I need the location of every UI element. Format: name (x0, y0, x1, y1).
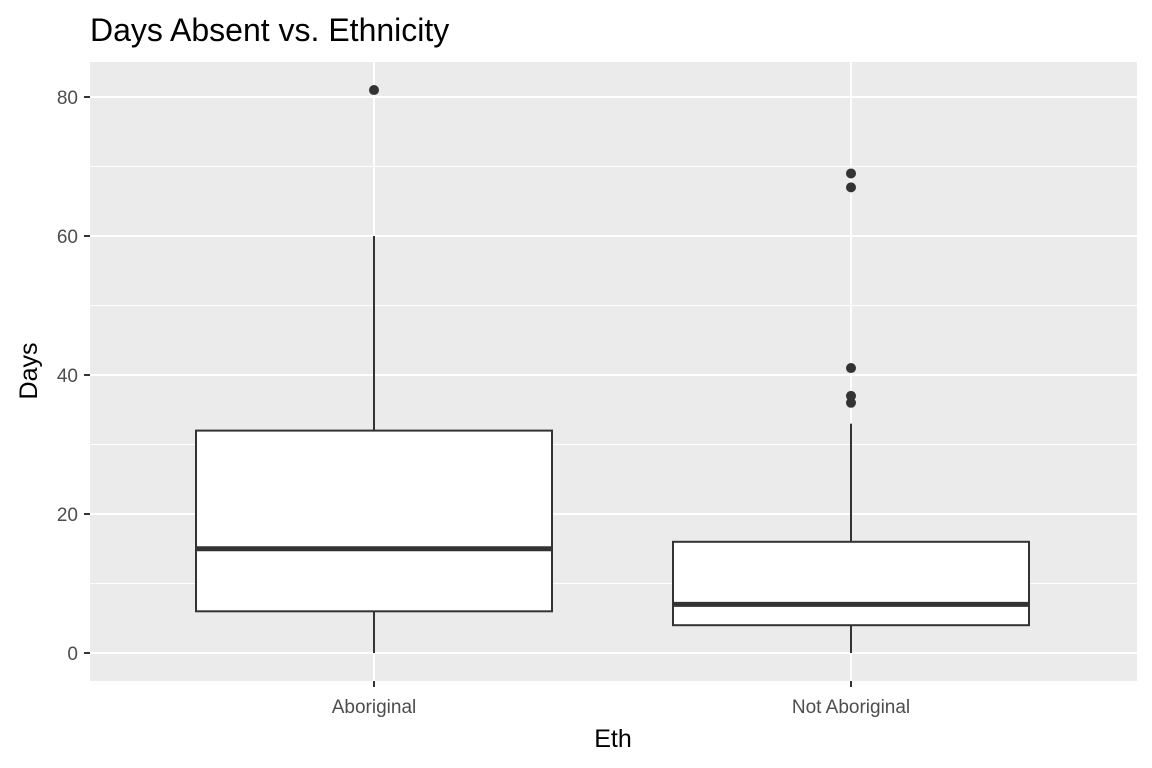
box-group (672, 168, 1030, 653)
outlier-point (369, 85, 379, 96)
y-tick-label: 20 (57, 505, 78, 526)
y-tick-label: 80 (57, 88, 78, 109)
outlier-point (846, 182, 856, 193)
y-tick-label: 40 (57, 366, 78, 387)
boxes (195, 85, 1030, 653)
outlier-point (846, 397, 856, 408)
y-tick-label: 0 (67, 644, 78, 665)
box-group (195, 85, 553, 653)
y-tick-label: 60 (57, 227, 78, 248)
outlier-point (846, 363, 856, 374)
box (672, 540, 1030, 627)
outlier-point (846, 168, 856, 179)
chart-title: Days Absent vs. Ethnicity (90, 12, 449, 48)
x-axis: Aboriginal Not Aboriginal (332, 681, 910, 718)
y-axis-title: Days (15, 343, 43, 400)
x-tick-label: Not Aboriginal (792, 697, 910, 718)
x-tick-label: Aboriginal (332, 697, 417, 718)
x-axis-title: Eth (594, 725, 632, 753)
outlier-point (846, 390, 856, 401)
y-axis: 0 20 40 60 80 (57, 88, 90, 665)
box (195, 429, 553, 613)
